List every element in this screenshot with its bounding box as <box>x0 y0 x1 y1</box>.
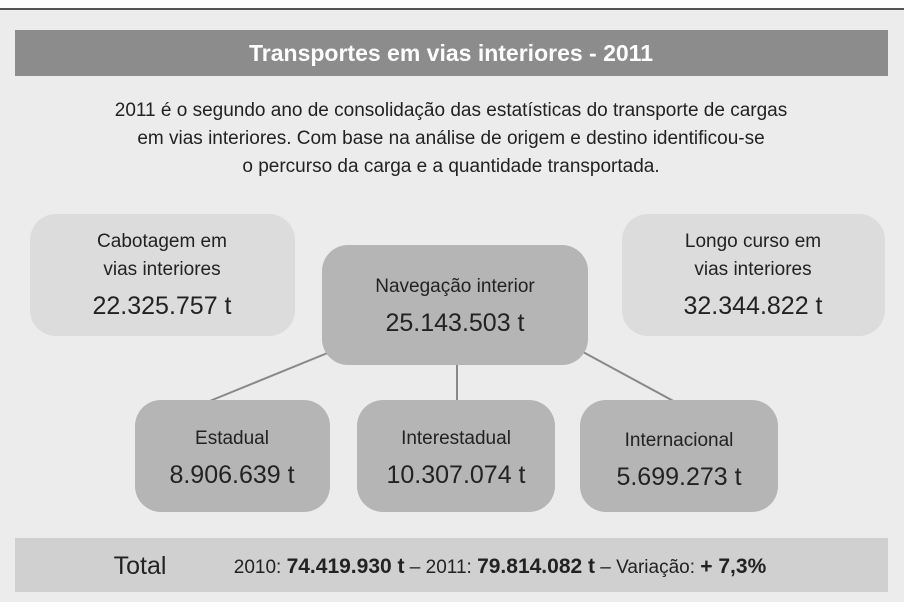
node-value: 10.307.074 t <box>386 461 525 489</box>
connector <box>199 351 331 406</box>
title: Transportes em vias interiores - 2011 <box>249 40 653 66</box>
node-value: 5.699.273 t <box>616 463 741 491</box>
node-value: 22.325.757 t <box>92 292 231 320</box>
node-box <box>622 214 885 336</box>
total-label: Total <box>114 552 167 580</box>
intro-line: 2011 é o segundo ano de consolidação das… <box>115 100 788 121</box>
node-box <box>30 214 295 336</box>
node-value: 25.143.503 t <box>385 309 524 337</box>
year: 2011: <box>426 557 472 578</box>
separator: – Variação: <box>600 557 695 578</box>
node-label: vias interiores <box>694 259 811 280</box>
change: + 7,3% <box>700 555 766 578</box>
node-box <box>357 400 555 512</box>
value: 79.814.082 t <box>477 555 595 578</box>
title-bar <box>15 30 888 76</box>
node-label: Longo curso em <box>685 231 821 252</box>
intro-line: o percurso da carga e a quantidade trans… <box>242 156 659 177</box>
value: 74.419.930 t <box>287 555 405 578</box>
node-label: Estadual <box>195 428 269 449</box>
node-box <box>580 400 778 512</box>
node-label: vias interiores <box>103 259 220 280</box>
node-box <box>135 400 330 512</box>
year: 2010: <box>234 557 282 578</box>
node-value: 8.906.639 t <box>169 461 294 489</box>
node-box <box>322 245 588 365</box>
intro-line: em vias interiores. Com base na análise … <box>137 128 764 149</box>
total-bar <box>15 538 888 592</box>
node-label: Internacional <box>625 430 734 451</box>
separator: – <box>410 557 421 578</box>
node-value: 32.344.822 t <box>683 292 822 320</box>
node-label: Navegação interior <box>375 276 535 297</box>
total-line: 2010: 74.419.930 t – 2011: 79.814.082 t … <box>234 555 767 578</box>
node-label: Cabotagem em <box>97 231 227 252</box>
node-label: Interestadual <box>401 428 511 449</box>
